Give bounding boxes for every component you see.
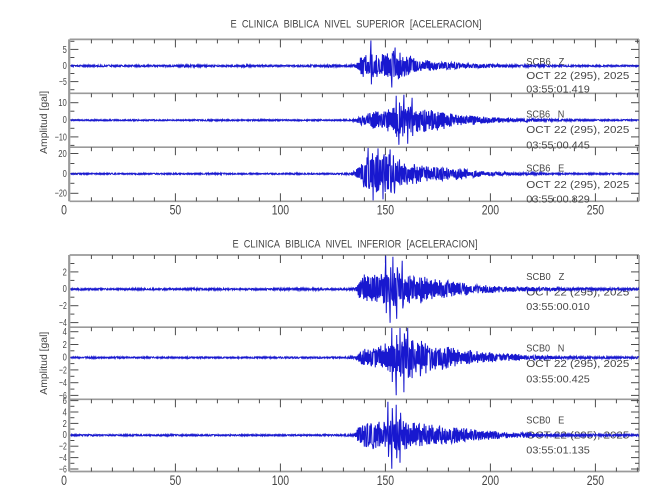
svg-text:Amplitud [gal]: Amplitud [gal] xyxy=(38,332,50,395)
svg-text:−4: −4 xyxy=(59,378,67,389)
svg-text:OCT 22 (295), 2025: OCT 22 (295), 2025 xyxy=(526,124,629,136)
svg-text:250: 250 xyxy=(587,473,604,488)
svg-text:2: 2 xyxy=(63,340,68,351)
svg-text:150: 150 xyxy=(377,473,394,488)
svg-text:03:55:01.135: 03:55:01.135 xyxy=(526,445,590,457)
svg-text:4: 4 xyxy=(63,407,68,418)
svg-text:−4: −4 xyxy=(59,318,67,329)
svg-text:20: 20 xyxy=(58,149,67,160)
svg-text:2: 2 xyxy=(63,267,68,278)
svg-text:03:55:00.829: 03:55:00.829 xyxy=(526,193,590,205)
svg-text:OCT 22 (295), 2025: OCT 22 (295), 2025 xyxy=(526,179,629,191)
svg-text:100: 100 xyxy=(272,473,289,488)
svg-text:0: 0 xyxy=(63,284,68,295)
svg-text:OCT 22 (295), 2025: OCT 22 (295), 2025 xyxy=(526,358,629,370)
svg-text:03:55:00.010: 03:55:00.010 xyxy=(526,301,590,313)
svg-text:0: 0 xyxy=(63,353,68,364)
svg-text:200: 200 xyxy=(482,473,499,488)
svg-text:0: 0 xyxy=(63,430,68,441)
svg-text:150: 150 xyxy=(377,202,394,217)
svg-text:Amplitud [gal]: Amplitud [gal] xyxy=(38,91,50,154)
svg-text:0: 0 xyxy=(61,202,67,217)
svg-text:5: 5 xyxy=(63,45,68,56)
svg-text:50: 50 xyxy=(170,202,182,217)
svg-text:−2: −2 xyxy=(59,442,67,453)
svg-text:SCB0 N: SCB0 N xyxy=(526,343,564,355)
svg-text:6: 6 xyxy=(63,396,68,407)
svg-text:10: 10 xyxy=(58,98,67,109)
svg-text:03:55:00.425: 03:55:00.425 xyxy=(526,373,590,385)
svg-text:−20: −20 xyxy=(55,189,67,200)
svg-text:−10: −10 xyxy=(55,132,67,143)
svg-text:SCB6 N: SCB6 N xyxy=(526,108,564,120)
svg-text:−6: −6 xyxy=(59,391,67,402)
svg-text:SCB0 Z: SCB0 Z xyxy=(526,271,565,283)
svg-text:03:55:00.445: 03:55:00.445 xyxy=(526,139,590,151)
svg-text:OCT 22 (295), 2025: OCT 22 (295), 2025 xyxy=(526,70,629,82)
svg-text:SCB6 E: SCB6 E xyxy=(526,163,564,175)
svg-text:250: 250 xyxy=(587,202,604,217)
svg-text:0: 0 xyxy=(63,61,68,72)
svg-text:0: 0 xyxy=(63,169,68,180)
svg-text:4: 4 xyxy=(63,327,68,338)
svg-text:−6: −6 xyxy=(59,464,67,475)
svg-text:200: 200 xyxy=(482,202,499,217)
svg-text:0: 0 xyxy=(61,473,67,488)
svg-text:100: 100 xyxy=(272,202,289,217)
svg-text:−4: −4 xyxy=(59,453,67,464)
svg-text:0: 0 xyxy=(63,115,68,126)
svg-text:SCB0 E: SCB0 E xyxy=(526,415,564,427)
svg-text:−5: −5 xyxy=(59,77,67,88)
svg-text:−2: −2 xyxy=(59,301,67,312)
svg-text:E CLINICA BIBLICA NIVEL IN: E CLINICA BIBLICA NIVEL INFERIOR [ACELER… xyxy=(233,238,478,250)
svg-text:50: 50 xyxy=(170,473,182,488)
svg-text:−2: −2 xyxy=(59,365,67,376)
svg-text:2: 2 xyxy=(63,419,68,430)
svg-text:E CLINICA BIBLICA NIVEL SU: E CLINICA BIBLICA NIVEL SUPERIOR [ACELER… xyxy=(231,19,482,31)
svg-text:03:55:01.419: 03:55:01.419 xyxy=(526,83,590,95)
